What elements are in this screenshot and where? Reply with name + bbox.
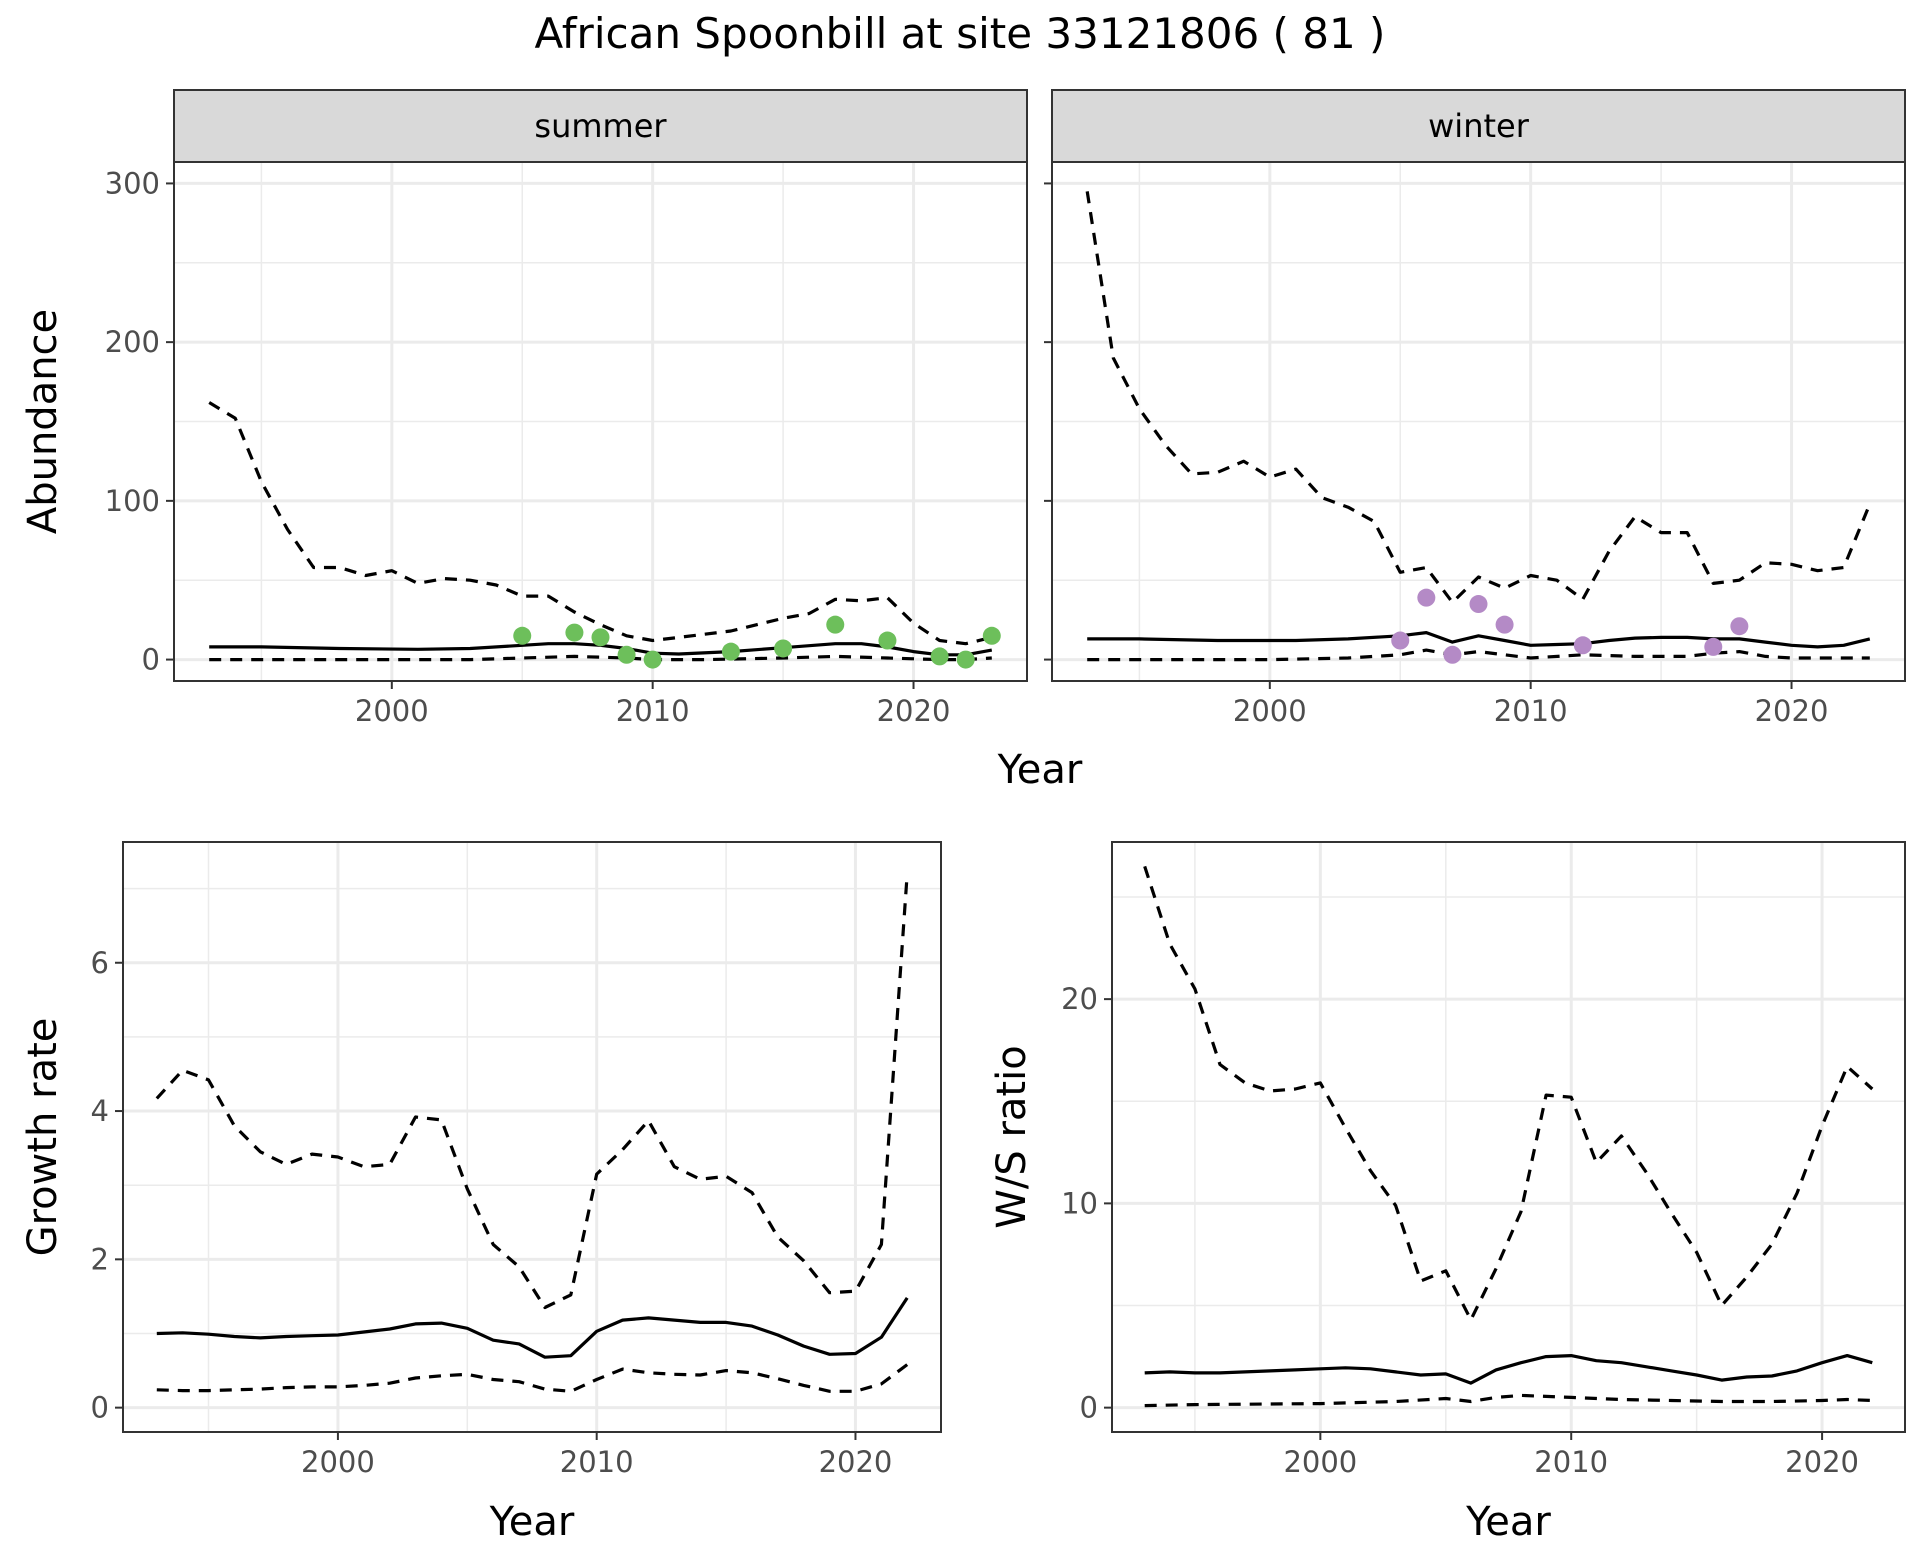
y-tick-label: 4 (91, 1094, 109, 1128)
x-tick-label: 2010 (1494, 694, 1568, 728)
x-tick-label: 2000 (1233, 694, 1307, 728)
y-tick-label: 200 (105, 325, 160, 359)
data-point (1704, 637, 1723, 656)
x-axis-title: Year (1465, 1499, 1551, 1545)
y-axis-title: W/S ratio (989, 1045, 1035, 1228)
x-tick-label: 2020 (1785, 1445, 1859, 1479)
y-tick-label: 20 (1061, 982, 1098, 1016)
series-line-dashed-2 (156, 1363, 909, 1393)
x-tick-label: 2020 (877, 694, 951, 728)
x-tick-label: 2000 (355, 694, 429, 728)
data-point (1469, 595, 1488, 614)
facet-strip-label: summer (534, 107, 667, 145)
x-tick-label: 2020 (819, 1445, 893, 1479)
series-line-dashed-2 (209, 654, 992, 662)
data-point (982, 626, 1001, 645)
data-point (513, 626, 532, 645)
data-point (643, 650, 662, 669)
panel-summer: summer 2000 2010 2020 0 100 200 300 Abundance (20, 89, 1028, 728)
figure-title: African Spoonbill at site 33121806 ( 81 … (535, 9, 1386, 58)
data-point (1495, 615, 1514, 634)
series-line-dashed-2 (1087, 648, 1870, 662)
y-tick-label: 6 (91, 946, 109, 980)
data-point (591, 628, 610, 647)
data-point (956, 650, 975, 669)
data-point (1391, 631, 1410, 650)
data-point (565, 623, 584, 642)
grid (1112, 842, 1905, 1432)
y-axis-title: Growth rate (20, 1018, 66, 1257)
panel-border (1111, 841, 1906, 1433)
y-tick-label: 0 (91, 1391, 109, 1425)
data-point (878, 631, 897, 650)
panel-winter: winter 2000 2010 2020 Year (997, 89, 1906, 793)
facet-strip (1051, 89, 1906, 163)
panel-border (122, 841, 942, 1433)
series-line-solid-0 (1144, 1353, 1873, 1385)
y-axis-title: Abundance (20, 309, 66, 534)
panel-growth: 2000 2010 2020 0 2 4 6 Growth rate Year (20, 841, 942, 1545)
y-tick-label: 300 (105, 166, 160, 200)
series-line-solid-0 (156, 1297, 909, 1359)
x-axis-title: Year (489, 1499, 575, 1545)
data-point (1573, 636, 1592, 655)
x-tick-label: 2010 (560, 1445, 634, 1479)
x-tick-label: 2010 (616, 694, 690, 728)
grid (174, 162, 1027, 681)
facet-strip (173, 89, 1028, 163)
data-point (1417, 588, 1436, 607)
series-line-dashed-1 (1143, 865, 1874, 1322)
series-line-dashed-1 (155, 873, 909, 1310)
series-line-dashed-1 (1085, 191, 1872, 605)
data-point (774, 639, 793, 658)
y-tick-label: 0 (142, 643, 160, 677)
x-tick-label: 2010 (1534, 1445, 1608, 1479)
series-line-solid-0 (1087, 630, 1871, 649)
data-point (721, 642, 740, 661)
y-tick-label: 2 (91, 1242, 109, 1276)
panel-ratio: 2000 2010 2020 0 10 20 W/S ratio Year (989, 841, 1906, 1545)
data-point (1443, 645, 1462, 664)
x-tick-label: 2000 (301, 1445, 375, 1479)
y-tick-label: 10 (1061, 1186, 1098, 1220)
series-line-dashed-1 (208, 401, 993, 646)
x-tick-label: 2000 (1283, 1445, 1357, 1479)
facet-strip-label: winter (1428, 107, 1530, 145)
data-point (826, 615, 845, 634)
x-tick-label: 2020 (1755, 694, 1829, 728)
x-axis-title: Year (997, 747, 1083, 793)
data-point (617, 645, 636, 664)
y-tick-label: 0 (1080, 1391, 1098, 1425)
series-line-dashed-2 (1144, 1393, 1873, 1408)
data-point (1730, 617, 1749, 636)
data-point (930, 647, 949, 666)
y-tick-label: 100 (105, 484, 160, 518)
